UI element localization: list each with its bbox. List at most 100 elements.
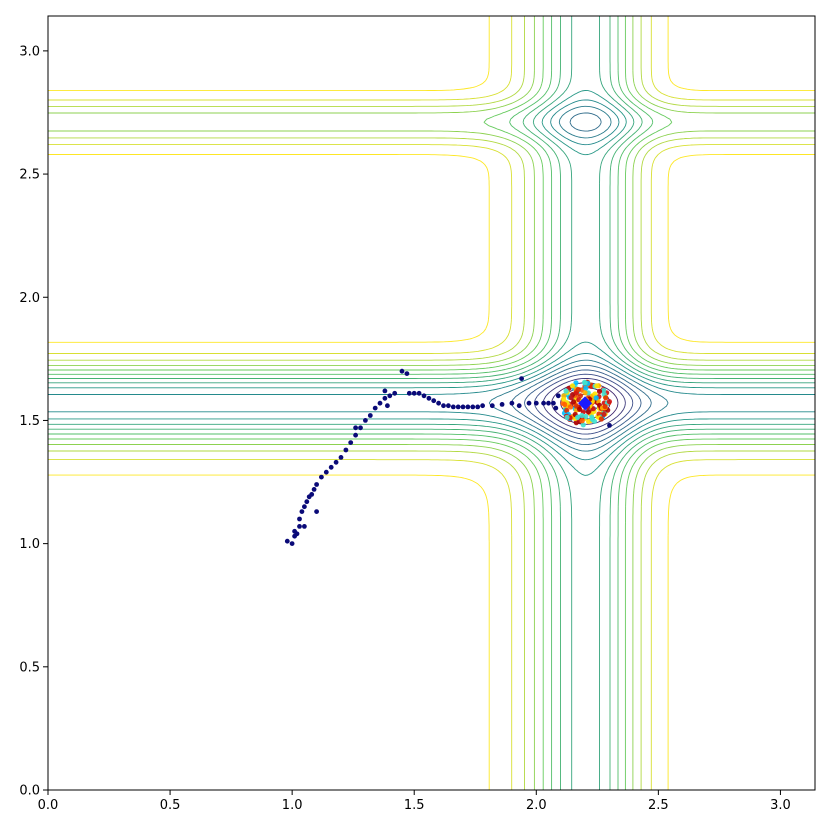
population-point-150 xyxy=(582,379,588,385)
y-tick-label-2: 1.0 xyxy=(19,537,40,552)
population-point-74 xyxy=(583,385,589,391)
trajectory-point-6 xyxy=(297,516,302,522)
trajectory-point-12 xyxy=(311,487,317,492)
trajectory-points xyxy=(284,368,612,546)
population-point-149 xyxy=(575,386,581,393)
trajectory-point-57 xyxy=(516,403,522,409)
population-point-62 xyxy=(583,413,589,420)
trajectory-point-62 xyxy=(551,400,556,406)
population-point-123 xyxy=(601,411,607,417)
population-point-116 xyxy=(582,390,588,396)
population-point-132 xyxy=(561,396,567,402)
trajectory-point-52 xyxy=(480,403,485,409)
population-point-137 xyxy=(579,418,585,424)
trajectory-point-21 xyxy=(353,432,358,438)
trajectory-point-23 xyxy=(363,418,368,423)
trajectory-point-58 xyxy=(526,400,532,406)
population-point-95 xyxy=(580,422,586,428)
trajectory-point-33 xyxy=(302,524,307,529)
plot-frame xyxy=(47,15,816,791)
contour-level-10 xyxy=(48,16,815,790)
contour-level-9 xyxy=(48,90,815,476)
trajectory-point-42 xyxy=(431,398,437,404)
trajectory-point-0 xyxy=(284,538,290,544)
trajectory-point-55 xyxy=(509,400,515,406)
x-tick-label-5: 2.5 xyxy=(648,798,669,813)
population-point-136 xyxy=(585,409,592,415)
trajectory-point-18 xyxy=(338,455,344,460)
trajectory-point-17 xyxy=(333,459,339,465)
trajectory-point-35 xyxy=(353,425,358,431)
trajectory-point-30 xyxy=(399,368,405,374)
population-point-153 xyxy=(602,404,608,410)
y-tick-label-1: 0.5 xyxy=(19,660,40,675)
x-tick-label-6: 3.0 xyxy=(770,798,791,813)
trajectory-point-15 xyxy=(323,469,329,475)
population-point-11 xyxy=(577,393,584,399)
trajectory-point-24 xyxy=(367,413,373,418)
contour-level-5 xyxy=(524,369,642,440)
y-tick-label-5: 2.5 xyxy=(19,168,40,183)
trajectory-point-32 xyxy=(382,388,388,394)
population-point-113 xyxy=(586,418,592,425)
trajectory-point-41 xyxy=(426,395,432,401)
trajectory-point-47 xyxy=(455,404,461,410)
trajectory-point-56 xyxy=(519,376,524,381)
x-tick-label-1: 0.5 xyxy=(160,798,181,813)
population-point-143 xyxy=(603,395,609,401)
contour-level-3 xyxy=(542,377,626,430)
population-point-151 xyxy=(575,414,581,420)
trajectory-point-51 xyxy=(475,404,481,410)
trajectory-point-40 xyxy=(421,393,427,399)
population-point-159 xyxy=(589,416,596,422)
trajectory-point-1 xyxy=(289,541,295,546)
population-point-138 xyxy=(567,404,574,410)
trajectory-point-46 xyxy=(450,404,456,410)
x-tick-label-0: 0.0 xyxy=(38,798,59,813)
population-point-130 xyxy=(571,399,577,405)
population-point-154 xyxy=(579,412,585,419)
trajectory-point-53 xyxy=(489,403,495,409)
trajectory-point-7 xyxy=(299,509,305,514)
trajectory-point-38 xyxy=(411,390,417,396)
population-point-144 xyxy=(563,388,569,394)
trajectory-point-36 xyxy=(385,403,390,409)
population-point-109 xyxy=(596,388,603,394)
trajectory-point-63 xyxy=(553,405,559,411)
x-tick-label-4: 2.0 xyxy=(526,798,547,813)
trajectory-point-4 xyxy=(294,531,300,537)
best-marker-group xyxy=(578,396,593,411)
contour-level-17 xyxy=(48,16,815,790)
population-point-94 xyxy=(569,383,576,389)
population-point-133 xyxy=(562,401,568,408)
trajectory-point-45 xyxy=(446,403,451,409)
trajectory-point-59 xyxy=(533,400,539,406)
population-point-55 xyxy=(573,380,579,386)
y-tick-label-4: 2.0 xyxy=(19,291,40,306)
population-cluster xyxy=(560,379,613,428)
trajectory-point-48 xyxy=(460,404,466,410)
trajectory-point-20 xyxy=(348,440,354,445)
trajectory-point-19 xyxy=(343,447,349,453)
contour-level-16 xyxy=(48,16,815,790)
contour-level-14 xyxy=(48,16,815,790)
population-point-101 xyxy=(568,395,574,401)
contour-level-6 xyxy=(511,112,652,446)
trajectory-point-37 xyxy=(406,390,412,396)
y-tick-label-6: 3.0 xyxy=(19,44,40,59)
trajectory-point-44 xyxy=(441,403,446,409)
plot-background xyxy=(48,16,815,790)
contour-level-13 xyxy=(48,16,815,790)
trajectory-point-16 xyxy=(328,464,334,470)
population-point-134 xyxy=(564,414,570,420)
trajectory-point-65 xyxy=(607,423,612,428)
y-axis: 0.0 0.5 1.0 1.5 2.0 2.5 3.0 xyxy=(19,44,48,799)
population-point-42 xyxy=(564,407,570,414)
x-tick-label-2: 1.0 xyxy=(282,798,303,813)
trajectory-point-25 xyxy=(372,405,378,411)
population-point-126 xyxy=(593,395,599,401)
trajectory-point-14 xyxy=(319,474,324,480)
population-point-141 xyxy=(577,406,583,412)
x-axis: 0.0 0.5 1.0 1.5 2.0 2.5 3.0 xyxy=(38,790,791,813)
population-point-97 xyxy=(601,387,607,393)
